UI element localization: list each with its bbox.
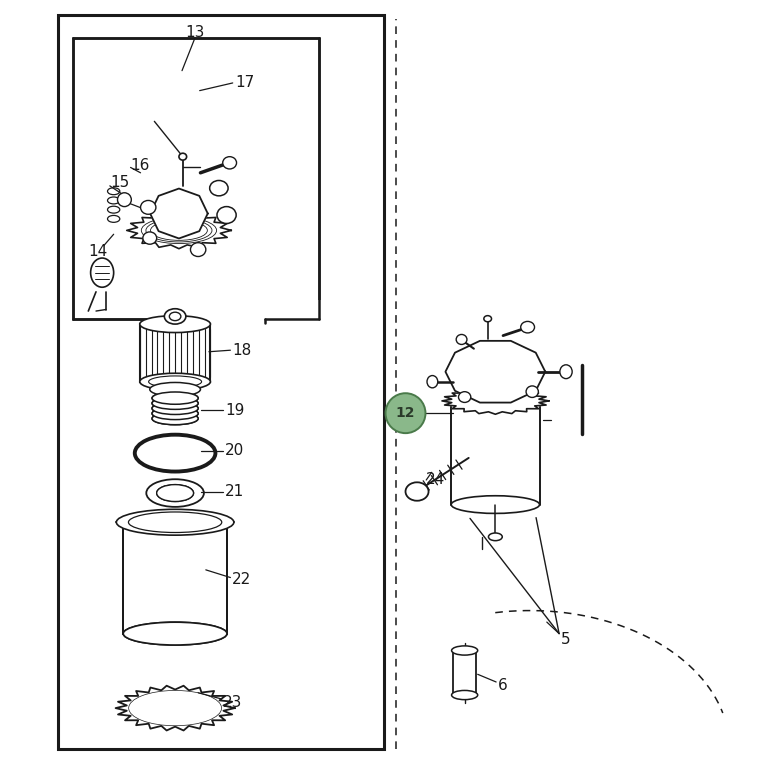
Ellipse shape: [157, 485, 194, 502]
Ellipse shape: [406, 482, 429, 501]
Ellipse shape: [129, 690, 221, 726]
Text: 12: 12: [396, 406, 415, 420]
Bar: [453, 650, 476, 695]
Ellipse shape: [451, 392, 539, 410]
Polygon shape: [151, 189, 207, 238]
Ellipse shape: [132, 693, 218, 723]
Ellipse shape: [146, 219, 212, 242]
Ellipse shape: [152, 407, 198, 419]
Text: 21: 21: [225, 484, 244, 499]
Ellipse shape: [458, 392, 471, 402]
Ellipse shape: [141, 217, 217, 243]
Ellipse shape: [157, 485, 194, 502]
Ellipse shape: [152, 397, 198, 409]
Polygon shape: [127, 212, 231, 249]
Ellipse shape: [152, 402, 198, 415]
Polygon shape: [152, 396, 198, 419]
Ellipse shape: [142, 438, 208, 468]
Polygon shape: [138, 324, 212, 382]
Ellipse shape: [108, 197, 120, 204]
Circle shape: [386, 393, 425, 433]
Bar: [167, 300, 326, 326]
Ellipse shape: [137, 694, 213, 723]
Polygon shape: [452, 401, 539, 505]
Ellipse shape: [151, 220, 207, 240]
Ellipse shape: [140, 316, 210, 333]
Text: 14: 14: [88, 244, 108, 260]
Polygon shape: [442, 388, 548, 414]
Ellipse shape: [152, 392, 198, 404]
Ellipse shape: [152, 397, 198, 409]
Ellipse shape: [488, 533, 502, 541]
Ellipse shape: [190, 243, 206, 257]
Ellipse shape: [131, 692, 219, 724]
Ellipse shape: [123, 622, 227, 645]
Ellipse shape: [108, 215, 120, 223]
Ellipse shape: [223, 157, 237, 169]
Text: 23: 23: [223, 695, 242, 710]
Ellipse shape: [452, 690, 478, 700]
Ellipse shape: [140, 373, 210, 390]
Ellipse shape: [170, 313, 181, 321]
Ellipse shape: [526, 386, 538, 398]
Polygon shape: [445, 341, 545, 402]
Ellipse shape: [217, 207, 237, 223]
Ellipse shape: [152, 392, 198, 404]
Ellipse shape: [484, 316, 492, 322]
Text: 18: 18: [232, 343, 251, 358]
Ellipse shape: [143, 232, 157, 244]
Circle shape: [118, 193, 131, 207]
Polygon shape: [123, 522, 227, 634]
Polygon shape: [116, 686, 235, 730]
Bar: [58, 15, 384, 749]
Ellipse shape: [452, 646, 478, 655]
Text: 20: 20: [225, 443, 244, 458]
Bar: [73, 38, 319, 319]
Text: 22: 22: [232, 572, 251, 588]
Text: 5: 5: [561, 632, 571, 647]
Text: 16: 16: [131, 157, 150, 173]
Ellipse shape: [150, 382, 200, 396]
Text: 24: 24: [426, 472, 445, 488]
Ellipse shape: [149, 376, 201, 388]
Ellipse shape: [152, 407, 198, 419]
Text: 6: 6: [498, 677, 508, 693]
Text: 15: 15: [110, 175, 129, 190]
Text: 13: 13: [185, 25, 205, 40]
Ellipse shape: [123, 622, 227, 645]
Ellipse shape: [135, 435, 215, 472]
Ellipse shape: [179, 154, 187, 161]
Ellipse shape: [144, 697, 206, 719]
Ellipse shape: [456, 335, 467, 345]
Ellipse shape: [147, 479, 204, 507]
Ellipse shape: [152, 412, 198, 425]
Ellipse shape: [108, 187, 120, 195]
Ellipse shape: [427, 376, 438, 388]
Ellipse shape: [521, 321, 535, 333]
Ellipse shape: [152, 402, 198, 415]
Ellipse shape: [134, 693, 216, 723]
Ellipse shape: [164, 309, 186, 324]
Ellipse shape: [128, 512, 222, 532]
Text: 17: 17: [235, 75, 254, 91]
Ellipse shape: [141, 200, 156, 214]
Ellipse shape: [152, 412, 198, 425]
Ellipse shape: [560, 365, 572, 379]
Ellipse shape: [210, 180, 228, 196]
Text: 19: 19: [225, 402, 244, 418]
Ellipse shape: [91, 258, 114, 287]
Ellipse shape: [451, 496, 539, 514]
Bar: [140, 324, 210, 382]
Ellipse shape: [108, 206, 120, 214]
Ellipse shape: [117, 509, 233, 535]
